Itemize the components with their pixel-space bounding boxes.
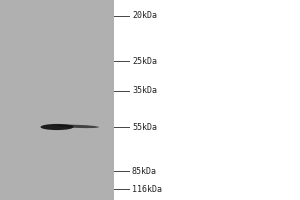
Text: 55kDa: 55kDa xyxy=(132,122,157,132)
Ellipse shape xyxy=(40,124,74,130)
Text: 25kDa: 25kDa xyxy=(132,56,157,66)
Text: 85kDa: 85kDa xyxy=(132,166,157,176)
Text: 20kDa: 20kDa xyxy=(132,11,157,21)
Bar xyxy=(0,0,114,200)
Text: 35kDa: 35kDa xyxy=(132,86,157,95)
Ellipse shape xyxy=(57,125,99,128)
Ellipse shape xyxy=(51,124,75,127)
Text: 116kDa: 116kDa xyxy=(132,184,162,194)
